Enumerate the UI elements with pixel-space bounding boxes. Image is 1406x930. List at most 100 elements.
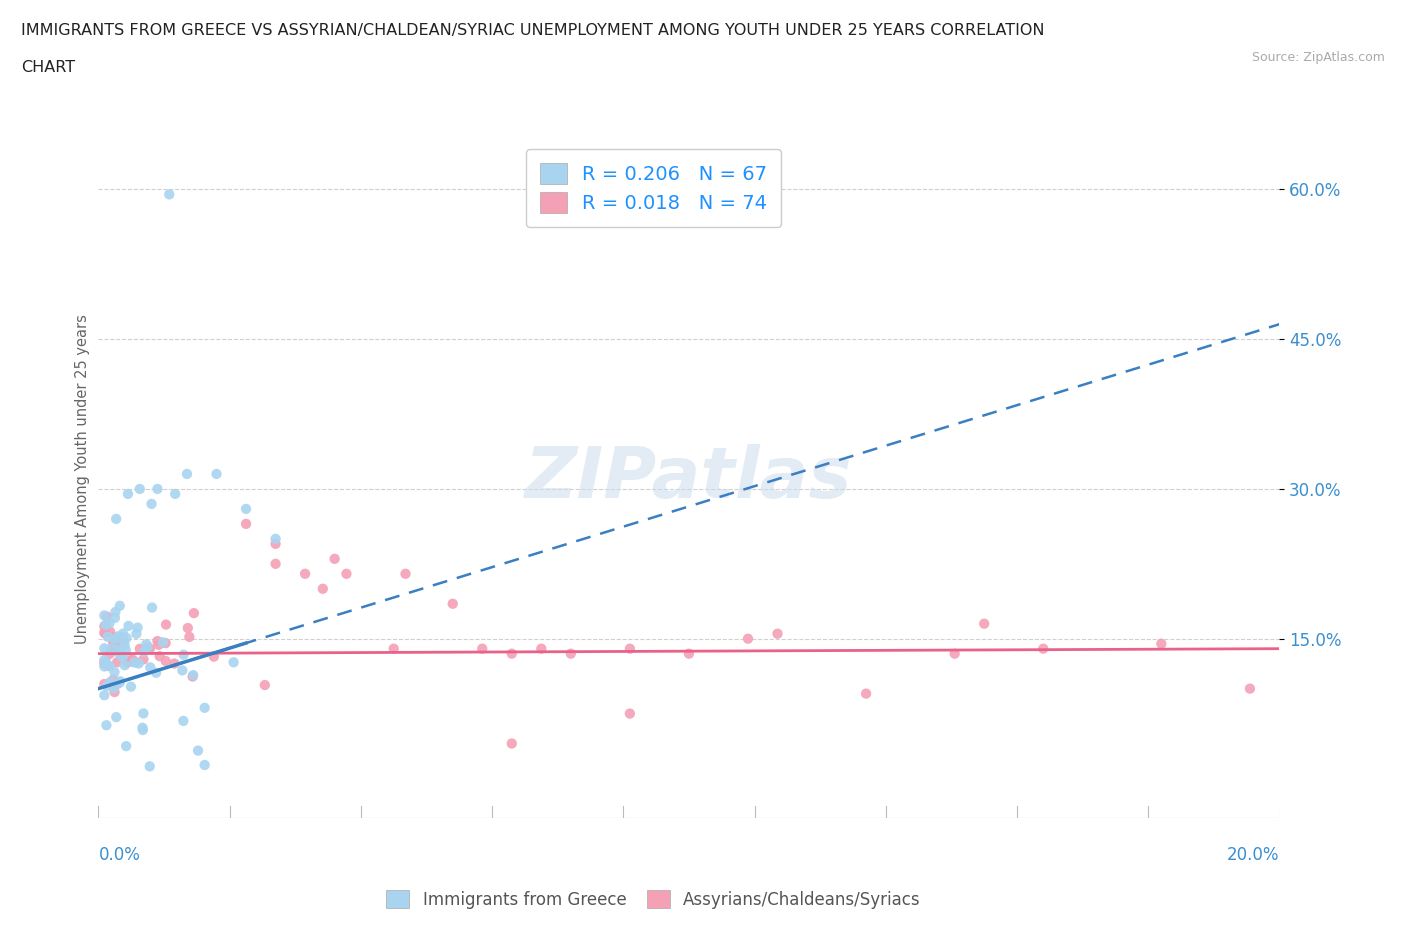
Point [179, 630, 201, 644]
Point [97, 630, 120, 644]
Point [104, 610, 127, 625]
Point [312, 581, 335, 596]
Legend: Immigrants from Greece, Assyrians/Chaldeans/Syriacs: Immigrants from Greece, Assyrians/Chalde… [377, 880, 931, 919]
Point [136, 640, 159, 655]
Point [855, 686, 877, 701]
Point [172, 713, 194, 728]
Point [112, 626, 135, 641]
Point [93, 677, 115, 692]
Point [93, 608, 115, 623]
Point [943, 646, 966, 661]
Point [141, 497, 163, 512]
Point [115, 631, 138, 645]
Text: CHART: CHART [21, 60, 75, 75]
Point [120, 653, 142, 668]
Point [530, 642, 553, 657]
Point [112, 634, 135, 649]
Point [382, 642, 405, 657]
Text: 0.0%: 0.0% [98, 846, 141, 864]
Point [110, 631, 132, 646]
Point [94, 618, 117, 632]
Point [114, 637, 136, 652]
Point [264, 531, 287, 546]
Point [121, 652, 143, 667]
Point [235, 501, 257, 516]
Point [128, 656, 150, 671]
Point [737, 631, 759, 646]
Point [96, 718, 118, 733]
Point [104, 632, 127, 647]
Point [120, 679, 142, 694]
Point [181, 669, 204, 684]
Point [111, 631, 134, 645]
Text: 20.0%: 20.0% [1227, 846, 1279, 864]
Point [107, 629, 129, 644]
Point [122, 655, 145, 670]
Point [1150, 636, 1173, 651]
Point [145, 665, 167, 680]
Point [335, 566, 357, 581]
Point [155, 636, 177, 651]
Point [96, 656, 118, 671]
Point [138, 640, 160, 655]
Point [165, 486, 187, 501]
Point [104, 641, 127, 656]
Point [103, 630, 125, 644]
Point [103, 665, 125, 680]
Point [163, 656, 186, 671]
Point [139, 660, 162, 675]
Point [125, 627, 148, 642]
Point [105, 655, 128, 670]
Point [124, 655, 146, 670]
Point [132, 644, 155, 659]
Text: IMMIGRANTS FROM GREECE VS ASSYRIAN/CHALDEAN/SYRIAC UNEMPLOYMENT AMONG YOUTH UNDE: IMMIGRANTS FROM GREECE VS ASSYRIAN/CHALD… [21, 23, 1045, 38]
Point [97, 658, 120, 673]
Point [108, 598, 131, 613]
Point [264, 537, 287, 551]
Point [132, 706, 155, 721]
Point [117, 655, 139, 670]
Point [93, 625, 115, 640]
Point [127, 620, 149, 635]
Point [146, 482, 169, 497]
Point [110, 649, 132, 664]
Point [107, 675, 129, 690]
Point [101, 635, 124, 650]
Point [105, 710, 128, 724]
Point [194, 700, 217, 715]
Point [176, 467, 198, 482]
Point [103, 681, 125, 696]
Point [104, 637, 127, 652]
Point [155, 618, 177, 632]
Point [194, 758, 217, 773]
Point [157, 187, 180, 202]
Point [253, 678, 276, 693]
Point [128, 642, 150, 657]
Point [96, 609, 118, 624]
Point [177, 620, 200, 635]
Point [205, 467, 228, 482]
Point [128, 482, 150, 497]
Point [135, 637, 157, 652]
Point [104, 640, 127, 655]
Point [103, 684, 125, 699]
Point [973, 617, 995, 631]
Point [117, 618, 139, 633]
Point [222, 655, 245, 670]
Point [202, 649, 225, 664]
Point [471, 642, 494, 657]
Point [93, 641, 115, 656]
Point [115, 738, 138, 753]
Point [105, 512, 128, 526]
Point [187, 743, 209, 758]
Point [93, 688, 115, 703]
Point [93, 659, 115, 674]
Point [766, 626, 789, 641]
Point [183, 605, 205, 620]
Point [114, 658, 136, 672]
Point [93, 653, 115, 668]
Point [619, 642, 641, 657]
Point [149, 649, 172, 664]
Point [235, 516, 257, 531]
Point [148, 637, 170, 652]
